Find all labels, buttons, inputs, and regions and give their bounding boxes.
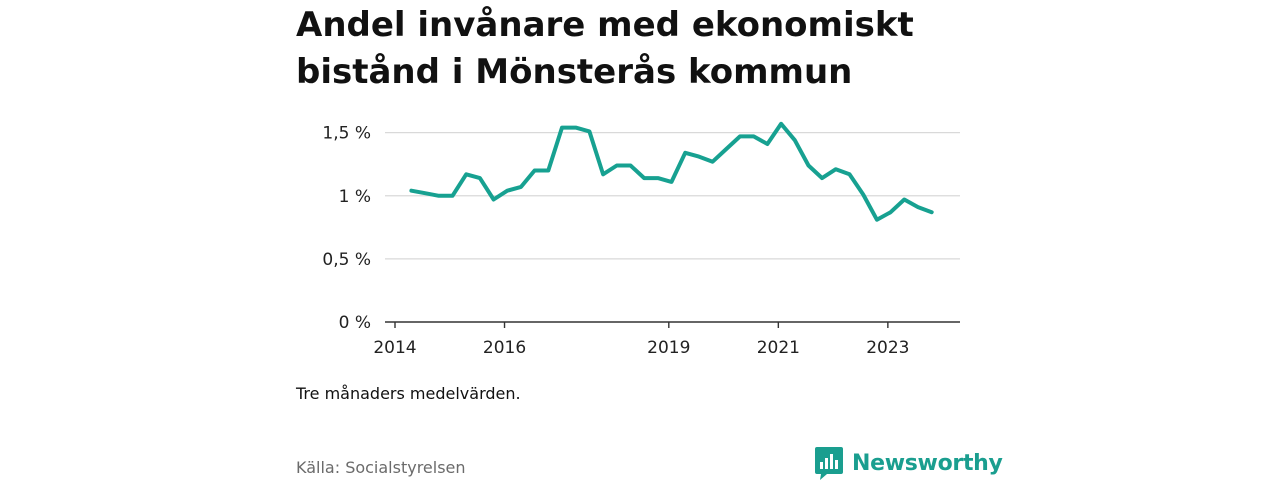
- y-tick-label: 0,5 %: [322, 250, 371, 270]
- y-tick-label: 0 %: [339, 313, 371, 333]
- chart-note: Tre månaders medelvärden.: [296, 384, 521, 403]
- y-tick-label: 1 %: [339, 187, 371, 207]
- x-axis-ticks: [394, 322, 889, 328]
- series-line: [409, 121, 934, 222]
- gridlines: [385, 132, 960, 260]
- newsworthy-logo[interactable]: Newsworthy: [815, 446, 1003, 480]
- y-tick-label: 1,5 %: [322, 124, 371, 144]
- y-axis-labels: 0 % 0,5 % 1 % 1,5 %: [322, 124, 371, 333]
- x-tick-label: 2014: [373, 338, 416, 358]
- x-tick-label: 2019: [647, 338, 690, 358]
- source-credit: Källa: Socialstyrelsen: [296, 458, 466, 477]
- series-layer: [409, 121, 934, 222]
- x-tick-label: 2021: [757, 338, 800, 358]
- x-tick-label: 2016: [483, 338, 526, 358]
- x-axis-labels: 2014 2016 2019 2021 2023: [373, 338, 909, 358]
- brand-name: Newsworthy: [852, 450, 1003, 476]
- chart-title: Andel invånare med ekonomiskt bistånd i …: [296, 5, 914, 92]
- newsworthy-logo-icon: [815, 446, 843, 480]
- x-tick-label: 2023: [866, 338, 909, 358]
